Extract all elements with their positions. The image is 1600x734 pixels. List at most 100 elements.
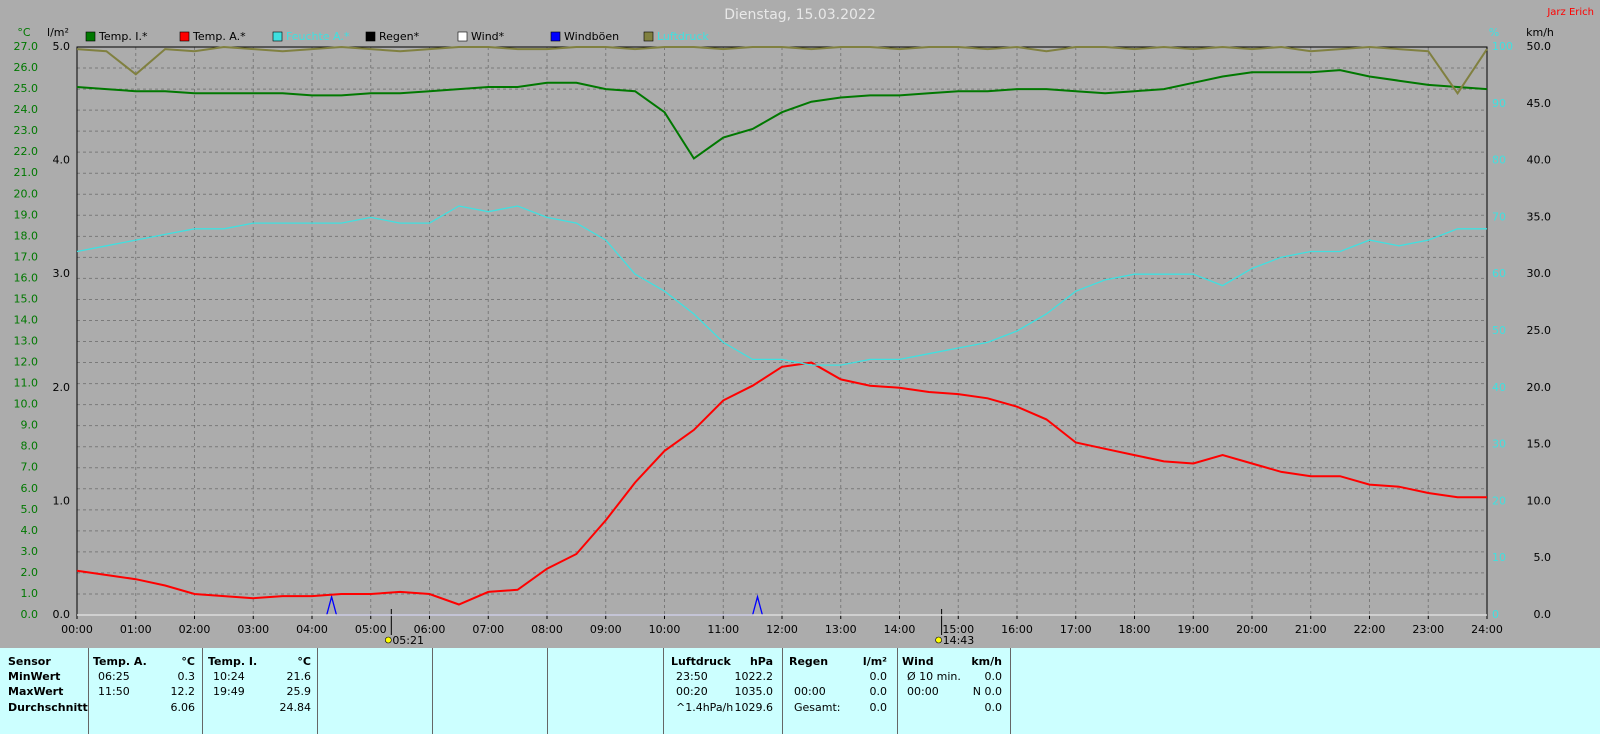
y-tick-label: 7.0 (21, 461, 39, 474)
y3-tick-label: 0 (1492, 608, 1499, 621)
y-tick-label: 1.0 (21, 587, 39, 600)
stats-row-label: MinWert (8, 670, 61, 683)
column-border (1010, 648, 1011, 734)
y-tick-label: 13.0 (14, 335, 39, 348)
stats-value: 0.0 (984, 701, 1003, 714)
stats-value: 0.0 (869, 670, 888, 683)
y2-tick-label: 30.0 (1527, 267, 1552, 280)
x-tick-label: 12:00 (766, 623, 798, 636)
y3-tick-label: 20 (1492, 494, 1506, 507)
y2-tick-label: 40.0 (1527, 154, 1552, 167)
stats-value: 6.06 (170, 701, 196, 714)
y-tick-label: 24.0 (14, 103, 39, 116)
stats-value: 25.9 (286, 685, 312, 698)
stats-time: 10:24 (213, 670, 245, 683)
series-line (76, 361, 1487, 606)
series-line (76, 45, 1488, 96)
unit-label: °C (17, 26, 31, 39)
y-tick-label: 23.0 (14, 124, 39, 137)
column-border (547, 648, 548, 734)
y-tick-label: 20.0 (14, 187, 39, 200)
stats-time: 11:50 (98, 685, 130, 698)
x-tick-label: 17:00 (1060, 623, 1092, 636)
stats-time: 00:20 (676, 685, 708, 698)
legend-swatch (365, 31, 376, 42)
y-tick-label: 26.0 (14, 61, 39, 74)
annotation-label: 14:43 (943, 634, 975, 647)
x-tick-label: 04:00 (296, 623, 328, 636)
stats-unit: °C (181, 655, 195, 668)
y2-tick-label: 35.0 (1527, 210, 1552, 223)
y-tick-label: 11.0 (14, 377, 39, 390)
chart: Dienstag, 15.03.2022 Jarz Erich °C l/m² … (14, 7, 1595, 647)
stats-time: 19:49 (213, 685, 245, 698)
y-tick-label: 12.0 (14, 356, 39, 369)
x-tick-label: 08:00 (531, 623, 563, 636)
y-tick-label: 19.0 (14, 208, 39, 221)
x-tick-label: 23:00 (1412, 623, 1444, 636)
x-tick-label: 15:00 (942, 623, 974, 636)
x-tick-label: 01:00 (120, 623, 152, 636)
y-tick-label: 3.0 (21, 545, 39, 558)
y-tick-label: 2.0 (21, 566, 39, 579)
stats-value: 24.84 (279, 701, 312, 714)
annotation-icon (935, 636, 942, 644)
x-tick-label: 16:00 (1001, 623, 1033, 636)
y-tick-label: 8.0 (21, 440, 39, 453)
y3-tick-label: 50 (1492, 324, 1506, 337)
legend-swatch (643, 31, 654, 42)
chart-title: Dienstag, 15.03.2022 (724, 7, 875, 23)
y3-tick-label: 90 (1492, 97, 1506, 110)
legend-swatch (85, 31, 96, 42)
x-tick-label: 05:00 (355, 623, 387, 636)
stats-time: Ø 10 min. (907, 670, 961, 683)
legend-swatch (550, 31, 561, 42)
y-tick-label: 9.0 (21, 419, 39, 432)
author: Jarz Erich (1546, 7, 1594, 18)
stats-table: Sensor MinWert MaxWert Durchschnitt Temp. A.… (0, 648, 1600, 734)
column-border (202, 648, 203, 734)
unit-label: km/h (1526, 26, 1554, 39)
column-border (432, 648, 433, 734)
series-line (326, 594, 764, 616)
x-tick-label: 18:00 (1119, 623, 1151, 636)
y4-tick-label: 4.0 (53, 154, 71, 167)
y3-tick-label: 80 (1492, 154, 1506, 167)
unit-label: % (1489, 26, 1499, 39)
y-tick-label: 27.0 (14, 40, 39, 53)
stats-time: 06:25 (98, 670, 130, 683)
y2-tick-label: 25.0 (1527, 324, 1552, 337)
y-tick-label: 14.0 (14, 313, 39, 326)
column-border (663, 648, 664, 734)
stats-value: 1035.0 (734, 685, 774, 698)
y-tick-label: 16.0 (14, 271, 39, 284)
legend-swatch (457, 31, 468, 42)
stats-time: Gesamt: (794, 701, 841, 714)
column-border (782, 648, 783, 734)
x-tick-label: 03:00 (237, 623, 269, 636)
legend-label: Luftdruck (657, 30, 709, 43)
legend-label: Temp. I.* (98, 30, 148, 43)
y-tick-label: 18.0 (14, 229, 39, 242)
y-tick-label: 22.0 (14, 145, 39, 158)
x-tick-label: 20:00 (1236, 623, 1268, 636)
y2-tick-label: 5.0 (1534, 551, 1552, 564)
x-tick-label: 22:00 (1354, 623, 1386, 636)
legend-label: Wind* (471, 30, 505, 43)
stats-unit: °C (297, 655, 311, 668)
y3-tick-label: 30 (1492, 438, 1506, 451)
y-tick-label: 6.0 (21, 482, 39, 495)
stats-time: ^1.4hPa/h (676, 701, 734, 714)
y-tick-label: 0.0 (21, 608, 39, 621)
stats-header: Regen (789, 655, 829, 668)
y4-tick-label: 2.0 (53, 381, 71, 394)
stats-value: N 0.0 (972, 685, 1002, 698)
annotation-icon (385, 636, 392, 644)
stats-unit: km/h (971, 655, 1002, 668)
legend-label: Feuchte A.* (286, 30, 350, 43)
series-line (76, 69, 1488, 160)
stats-header: Luftdruck (671, 655, 731, 668)
y2-tick-label: 20.0 (1527, 381, 1552, 394)
column-border (88, 648, 89, 734)
